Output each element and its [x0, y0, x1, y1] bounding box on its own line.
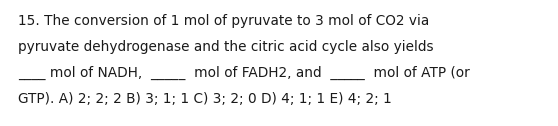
Text: pyruvate dehydrogenase and the citric acid cycle also yields: pyruvate dehydrogenase and the citric ac… [18, 40, 434, 54]
Text: GTP). A) 2; 2; 2 B) 3; 1; 1 C) 3; 2; 0 D) 4; 1; 1 E) 4; 2; 1: GTP). A) 2; 2; 2 B) 3; 1; 1 C) 3; 2; 0 D… [18, 92, 392, 106]
Text: ____ mol of NADH,  _____  mol of FADH2, and  _____  mol of ATP (or: ____ mol of NADH, _____ mol of FADH2, an… [18, 66, 470, 80]
Text: 15. The conversion of 1 mol of pyruvate to 3 mol of CO2 via: 15. The conversion of 1 mol of pyruvate … [18, 14, 429, 28]
